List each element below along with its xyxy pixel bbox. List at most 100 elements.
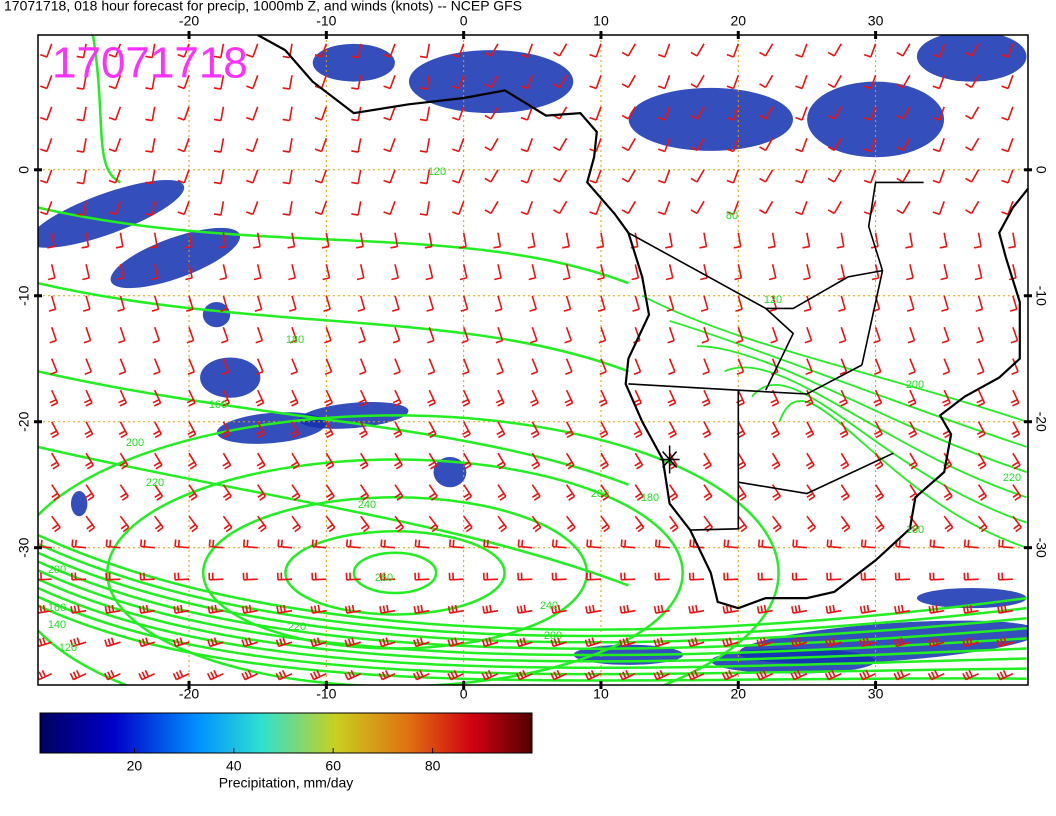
wind-barb: [82, 264, 90, 281]
wind-barb: [600, 484, 610, 501]
wind-barb: [873, 326, 881, 344]
wind-barb: [653, 604, 670, 614]
wind-barb: [379, 604, 396, 614]
wind-barb: [896, 137, 911, 152]
wind-barb: [380, 539, 396, 549]
wind-barb: [634, 484, 644, 501]
wind-barb: [997, 604, 1014, 614]
wind-barb: [82, 295, 91, 312]
wind-barb: [530, 358, 539, 376]
wind-barb: [452, 43, 465, 58]
wind-barb: [700, 295, 709, 312]
wind-barb: [873, 389, 883, 407]
contour-label: 120: [764, 294, 782, 306]
wind-barb: [621, 200, 636, 215]
wind-barb: [426, 295, 434, 312]
wind-barb: [619, 604, 636, 614]
wind-barb: [153, 358, 161, 376]
wind-barb: [49, 326, 58, 344]
wind-barb: [927, 669, 945, 681]
wind-barb: [187, 452, 197, 470]
wind-barb: [701, 389, 711, 407]
wind-barb: [827, 74, 842, 89]
wind-barb: [391, 295, 400, 312]
wind-barb: [530, 389, 539, 407]
contour-label: 160: [48, 602, 66, 614]
coastline: [257, 35, 1028, 610]
wind-barb: [965, 106, 980, 120]
wind-barb: [323, 295, 331, 312]
wind-barb: [531, 452, 541, 470]
wind-barb: [357, 295, 366, 312]
wind-barb: [928, 604, 945, 614]
wind-barb: [344, 637, 361, 648]
wind-barb: [290, 452, 300, 470]
wind-barb: [531, 484, 541, 501]
wind-barbs: [38, 43, 1022, 681]
wind-barb: [1001, 106, 1014, 121]
wind-barb: [932, 201, 945, 216]
wind-barb: [802, 232, 811, 249]
wind-barb: [213, 43, 225, 59]
wind-barb: [563, 295, 572, 312]
wind-barb: [565, 452, 575, 470]
wind-barb: [722, 637, 739, 648]
wind-barb: [85, 515, 96, 533]
wind-barb: [40, 106, 53, 121]
wind-barb: [965, 43, 980, 57]
wind-barb: [805, 421, 815, 439]
wind-barb: [551, 539, 567, 549]
wind-barb: [241, 604, 258, 614]
wind-barb: [932, 169, 945, 184]
wind-barb: [553, 137, 568, 152]
wind-barb: [51, 484, 61, 501]
y-tick-label-left: -10: [16, 285, 32, 305]
wind-barb: [737, 515, 748, 533]
wind-barb: [975, 295, 984, 312]
wind-barb: [1001, 75, 1014, 90]
wind-barb: [840, 515, 851, 533]
y-tick-label-left: 0: [16, 166, 32, 174]
wind-barb: [599, 358, 607, 376]
wind-barb: [963, 572, 979, 581]
wind-barb: [896, 43, 911, 57]
wind-barb: [221, 358, 230, 376]
wind-barb: [462, 452, 472, 470]
wind-barb: [213, 106, 225, 122]
wind-barb: [1012, 515, 1022, 533]
wind-barb: [666, 295, 675, 312]
wind-barb: [621, 169, 636, 183]
wind-barb: [185, 264, 193, 281]
wind-barb: [770, 421, 780, 439]
colorbar: [39, 712, 533, 754]
wind-barb: [757, 539, 773, 549]
wind-barb: [520, 201, 534, 216]
wind-barb: [484, 137, 499, 152]
map-frame: [37, 34, 1029, 686]
wind-barb: [145, 75, 156, 90]
wind-barb: [378, 669, 396, 681]
wind-barb: [482, 604, 499, 614]
wind-barb: [187, 421, 197, 439]
wind-barb: [893, 669, 911, 681]
wind-barb: [654, 539, 670, 549]
wind-barb: [81, 232, 90, 249]
wind-barb: [976, 389, 986, 407]
wind-barb: [791, 604, 808, 614]
wind-barb: [836, 232, 845, 249]
precip-area: [408, 50, 574, 114]
wind-barb: [324, 421, 334, 439]
wind-barb: [1011, 452, 1021, 470]
wind-barb: [653, 637, 670, 648]
wind-barb: [565, 421, 574, 439]
wind-barb: [943, 484, 953, 501]
wind-barb: [634, 452, 644, 470]
wind-barb: [322, 264, 331, 281]
plot-area: [38, 35, 1028, 685]
wind-barb: [632, 295, 640, 312]
wind-barb: [495, 326, 504, 344]
wind-barb: [520, 138, 534, 153]
border: [628, 232, 795, 391]
wind-barb: [242, 572, 258, 581]
